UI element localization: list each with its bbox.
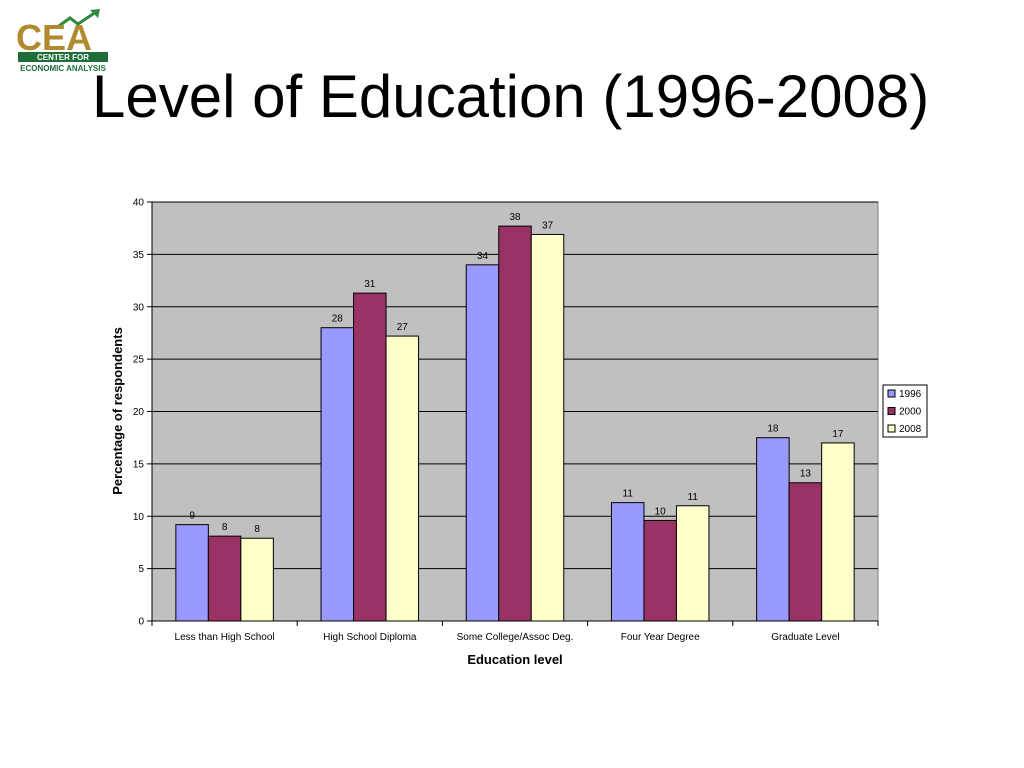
bar-1996: [756, 437, 790, 622]
x-tick-label: Four Year Degree: [621, 632, 700, 643]
x-tick-label: Less than High School: [175, 632, 275, 643]
data-label: 8: [254, 524, 260, 535]
logo-line2: ECONOMIC ANALYSIS: [20, 64, 106, 73]
bar-2000: [788, 482, 823, 622]
bar-2000: [498, 225, 532, 622]
y-axis-title: Percentage of respondents: [110, 327, 125, 495]
y-axis-ticks: 0 5 10 15 20 25 30 35 40: [133, 198, 152, 628]
data-label: 27: [397, 322, 409, 333]
data-labels: 9 28 34 11 18 8 31 38 10 13 8 27 37 11 17: [189, 212, 844, 535]
slide-title: Level of Education (1996-2008): [92, 63, 930, 130]
x-tick-label: Graduate Level: [771, 632, 839, 643]
bar-2008: [821, 442, 855, 622]
data-label: 17: [832, 429, 844, 440]
bar-2000: [207, 535, 242, 622]
logo-arrow-icon: [55, 10, 97, 30]
legend-label: 2000: [899, 407, 922, 418]
bar-1996: [320, 327, 355, 622]
data-label: 28: [332, 314, 344, 325]
data-label: 31: [364, 279, 376, 290]
x-axis-title: Education level: [467, 652, 562, 667]
bar-2000: [353, 292, 387, 622]
y-tick-label: 10: [133, 512, 145, 523]
y-tick-label: 30: [133, 302, 145, 313]
y-tick-label: 35: [133, 250, 145, 261]
bars: [175, 225, 855, 622]
data-label: 11: [623, 489, 634, 500]
logo-band: [18, 52, 108, 62]
logo-line1: CENTER FOR: [37, 53, 89, 62]
data-label: 10: [655, 506, 667, 517]
bar-2008: [385, 335, 420, 622]
bar-1996: [175, 524, 209, 622]
legend-swatch-2000: [887, 407, 896, 415]
x-axis-ticks: Less than High School High School Diploma…: [151, 621, 879, 643]
bar-2008: [240, 537, 274, 622]
y-tick-label: 15: [133, 459, 145, 470]
cea-logo: CEA CENTER FOR ECONOMIC ANALYSIS: [16, 9, 108, 73]
legend-label: 1996: [899, 389, 922, 400]
legend-swatch-2008: [887, 424, 896, 433]
data-label: 13: [800, 469, 812, 480]
x-tick-label: Some College/Assoc Deg.: [457, 632, 574, 643]
y-tick-label: 40: [133, 198, 145, 209]
data-label: 8: [222, 522, 228, 533]
bar-2000: [643, 519, 677, 622]
legend-swatch-1996: [887, 389, 896, 398]
bar-2008: [675, 505, 710, 622]
y-tick-label: 0: [138, 617, 144, 628]
data-label: 37: [542, 220, 554, 231]
data-label: 18: [767, 424, 779, 435]
bar-1996: [465, 264, 500, 622]
bar-1996: [610, 502, 645, 622]
legend-label: 2008: [899, 424, 922, 435]
y-tick-label: 5: [138, 564, 144, 575]
x-tick-label: High School Diploma: [323, 632, 417, 643]
bar-2008: [530, 233, 565, 622]
logo-arrowhead-icon: [90, 9, 100, 18]
data-label: 34: [477, 251, 489, 262]
legend: 1996 2000 2008: [882, 384, 928, 438]
data-label: 11: [688, 492, 699, 503]
logo-acronym: CEA: [16, 17, 92, 58]
data-label: 38: [509, 212, 521, 223]
data-label: 9: [189, 511, 195, 522]
y-tick-label: 20: [133, 407, 145, 418]
y-tick-label: 25: [133, 355, 145, 366]
